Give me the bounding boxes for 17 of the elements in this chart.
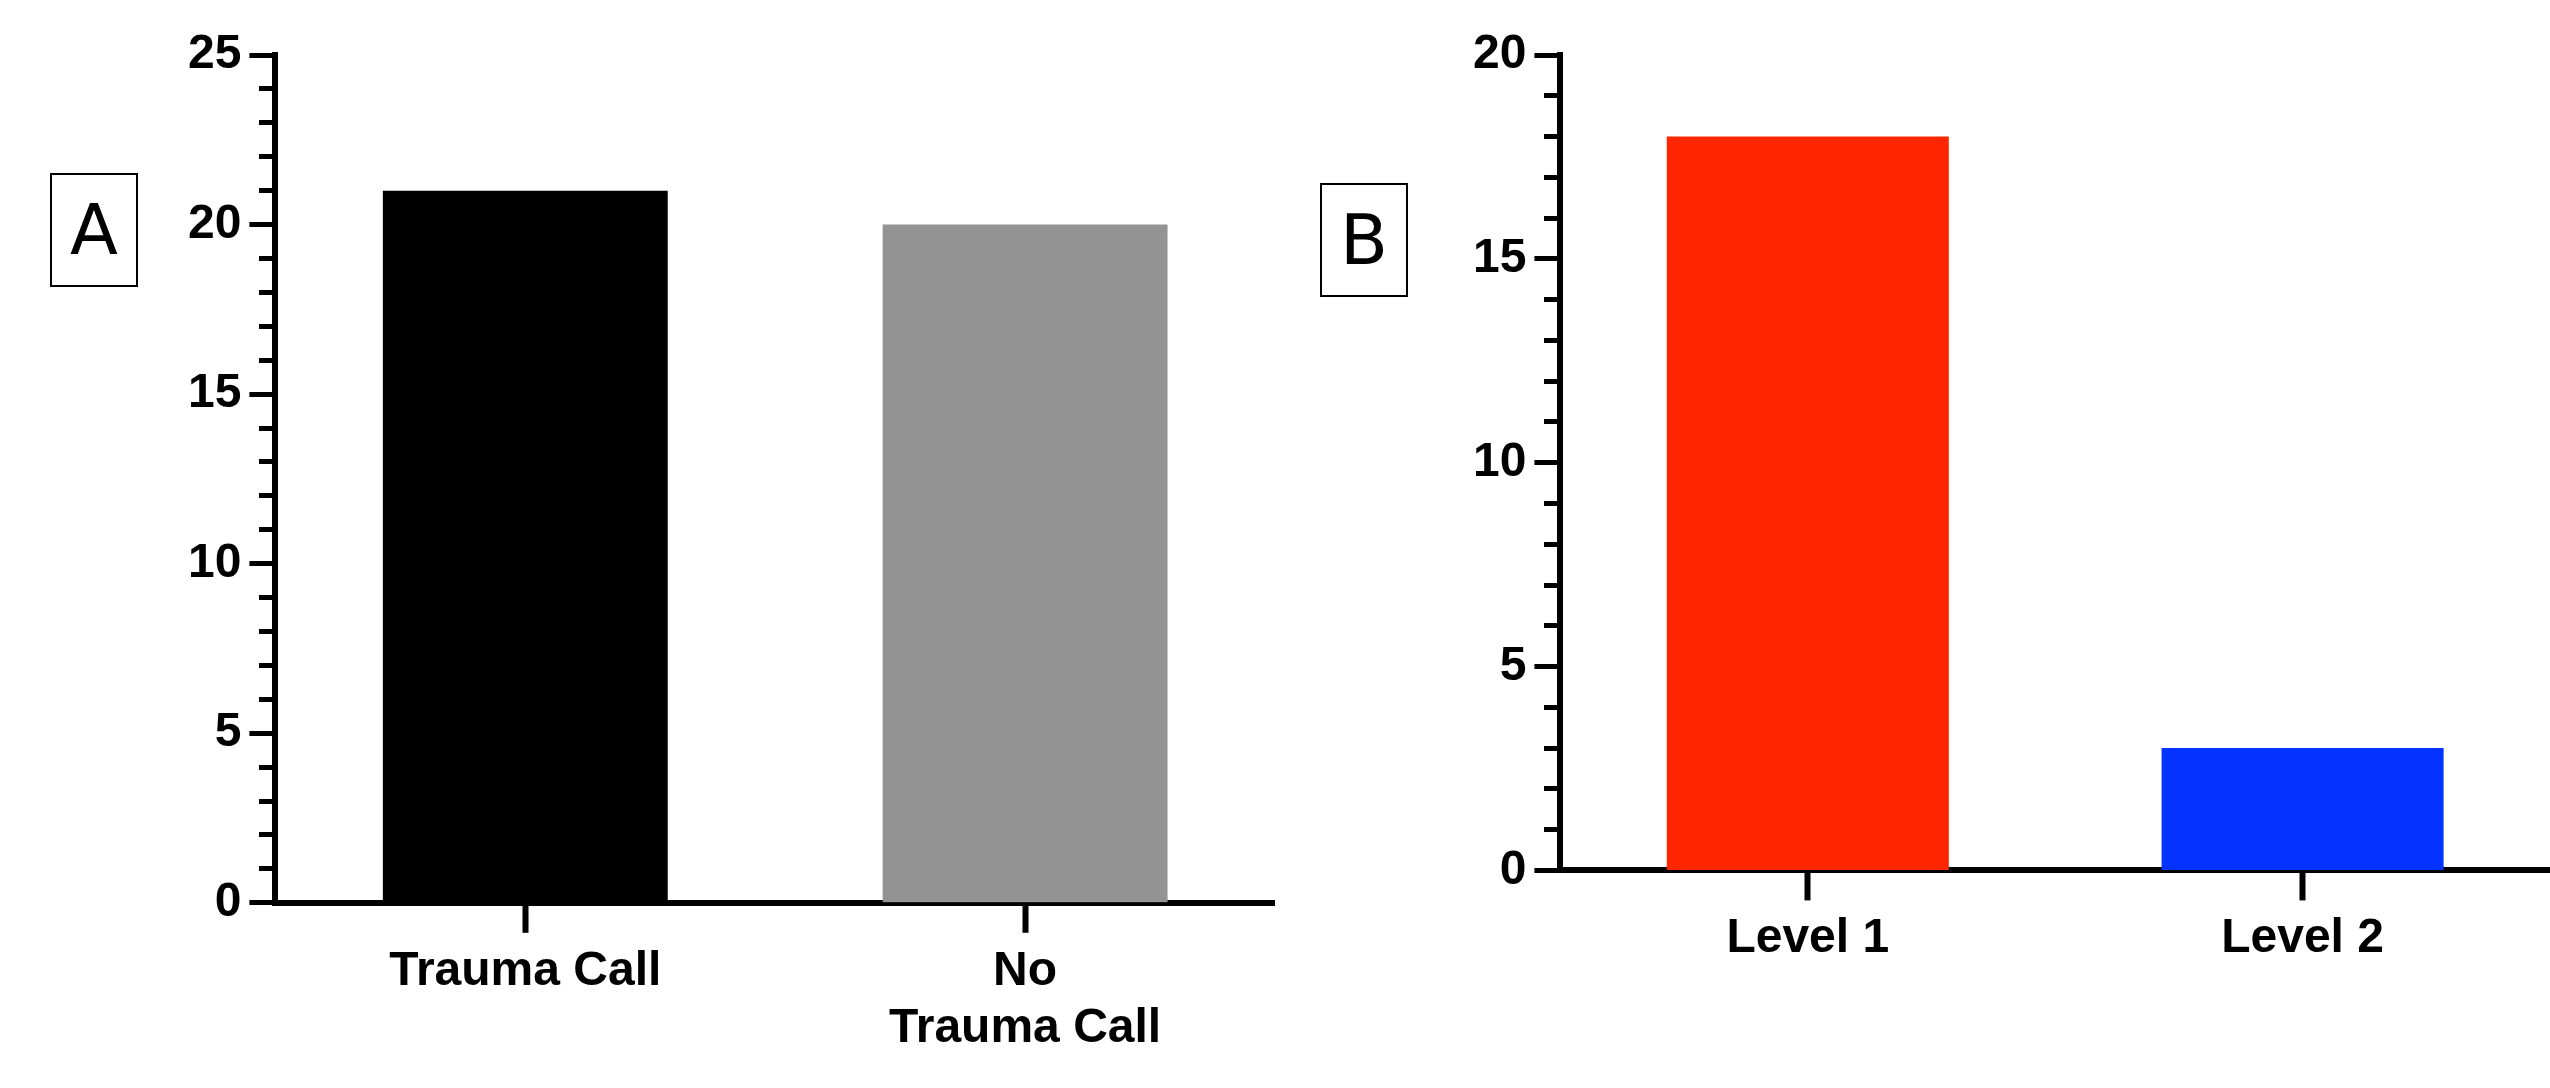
y-tick-label: 5: [214, 703, 242, 757]
text: B: [1320, 183, 1409, 297]
y-tick-label: 15: [1473, 229, 1527, 283]
y-tick-label: 0: [214, 873, 242, 927]
y-tick-label: 20: [188, 194, 242, 248]
text: A: [50, 173, 138, 287]
y-tick-label: 25: [188, 25, 242, 79]
y-tick-label: 10: [1473, 432, 1527, 486]
x-tick-label: No Trauma Call: [889, 941, 1162, 1053]
y-tick-label: 5: [1499, 636, 1527, 690]
x-tick-label: Trauma Call: [389, 941, 662, 995]
x-tick-label: Level 1: [1726, 909, 1890, 963]
y-tick-label: 20: [1473, 25, 1527, 79]
x-tick-label: Level 2: [2221, 909, 2384, 963]
y-tick-label: 0: [1499, 840, 1527, 894]
y-tick-label: 15: [188, 364, 242, 418]
y-tick-label: 10: [188, 533, 242, 587]
